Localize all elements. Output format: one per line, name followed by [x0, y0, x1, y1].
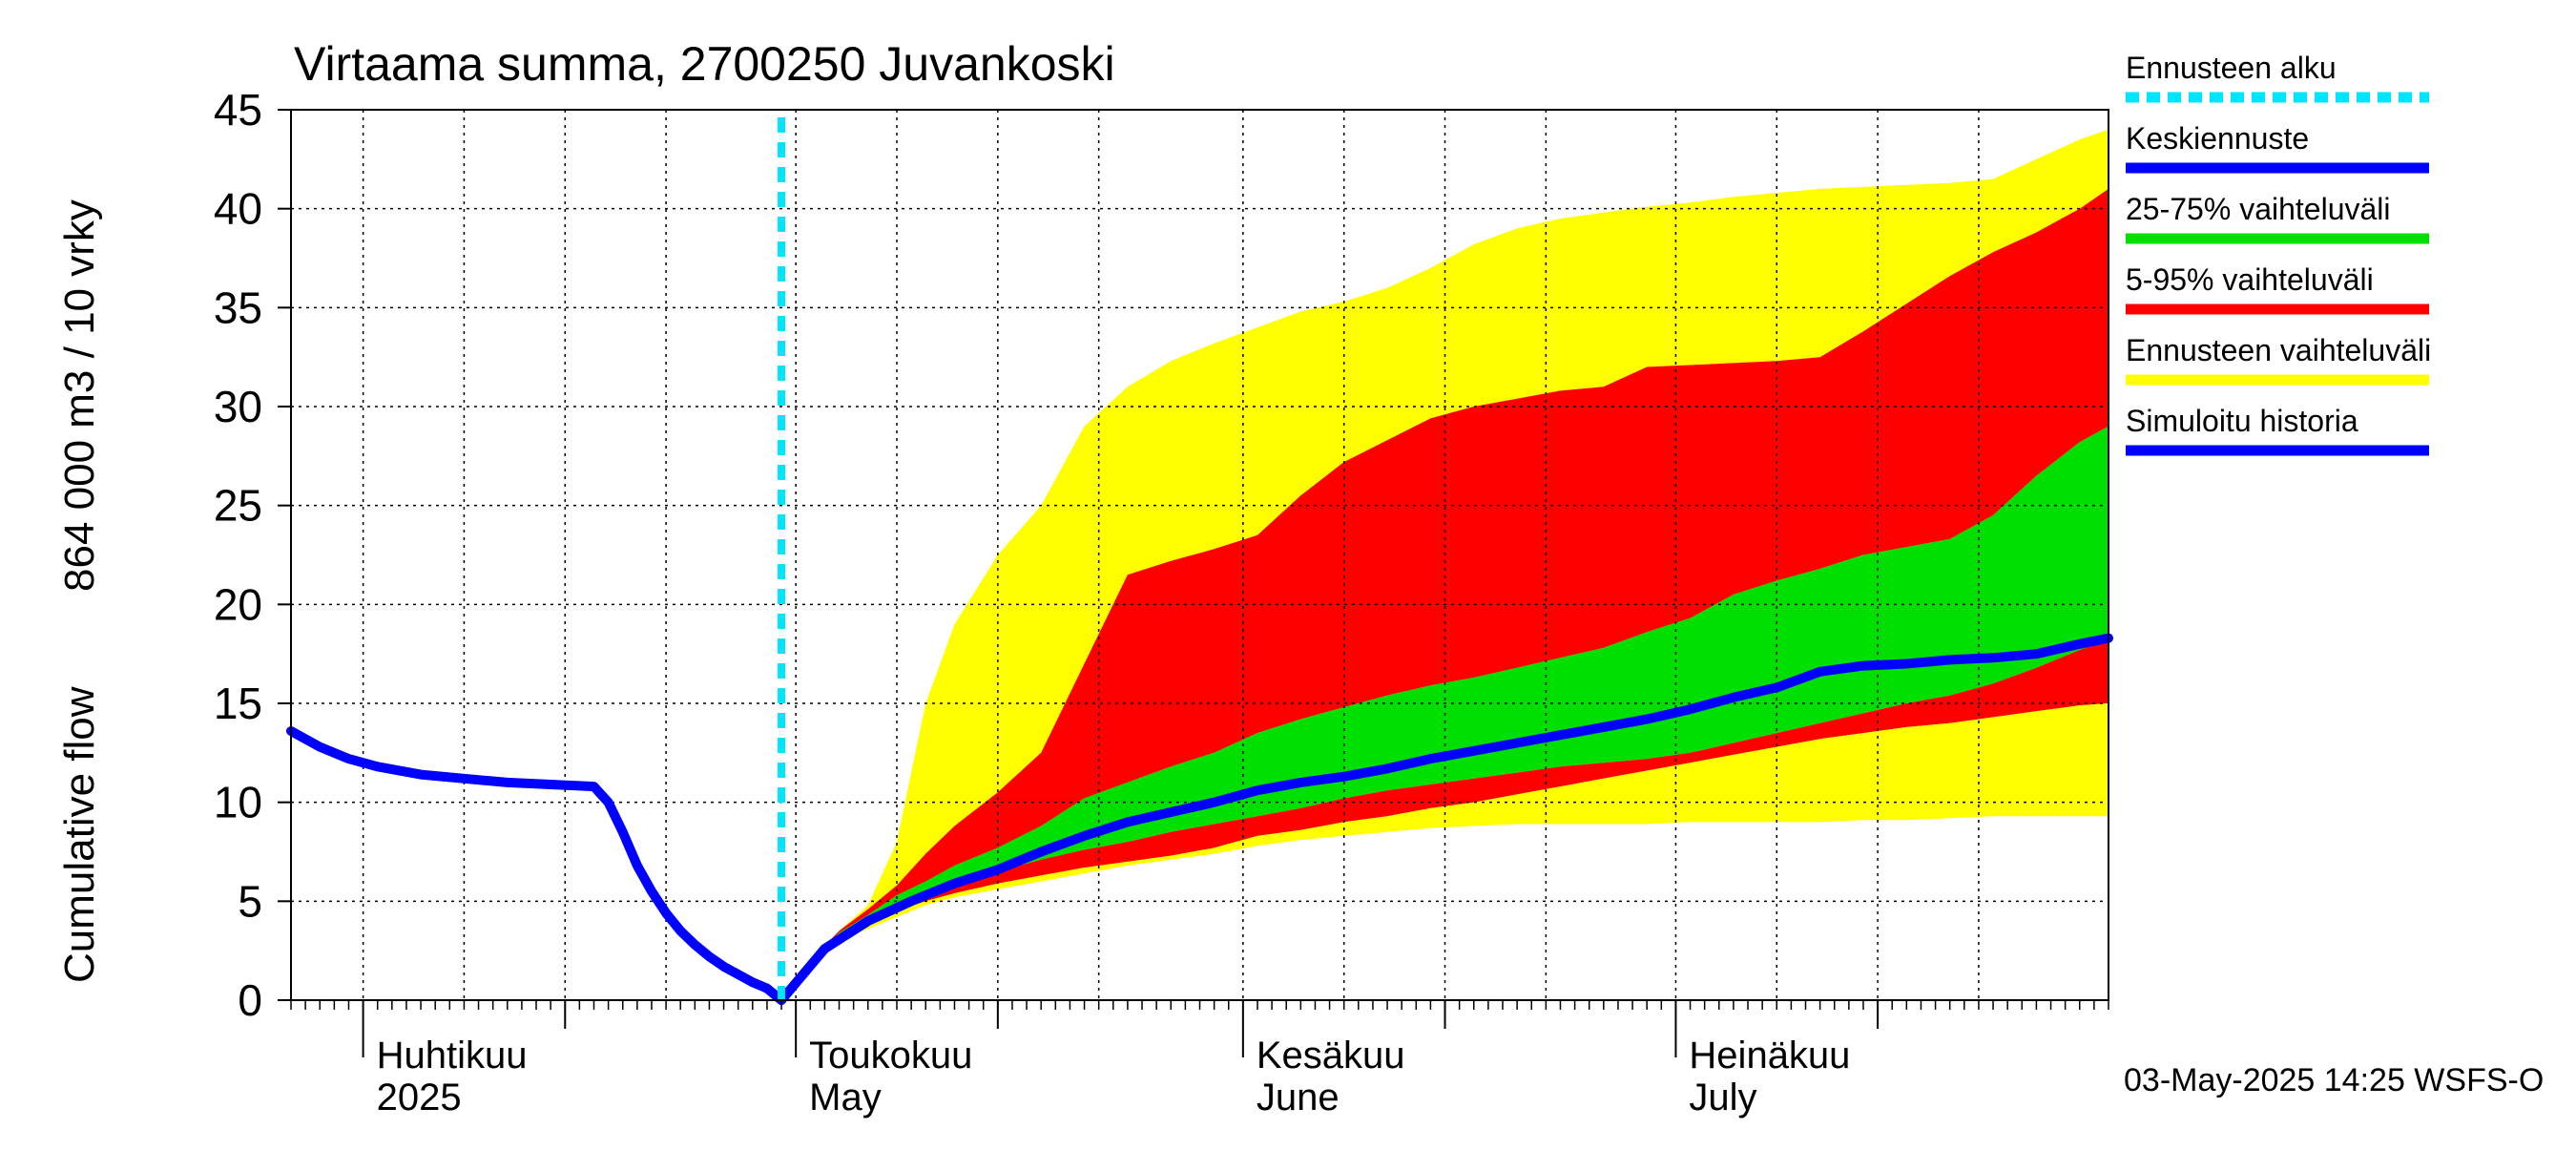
axes: 051015202530354045Huhtikuu2025ToukokuuMa… — [214, 85, 2109, 1119]
x-month-label: Kesäkuu — [1257, 1035, 1405, 1077]
y-tick-label: 40 — [214, 184, 262, 234]
chart-title: Virtaama summa, 2700250 Juvankoski — [294, 37, 1115, 91]
x-month-sublabel: May — [809, 1077, 882, 1119]
y-tick-label: 35 — [214, 282, 262, 332]
timestamp: 03-May-2025 14:25 WSFS-O — [2124, 1062, 2544, 1098]
legend-label: 25-75% vaihteluväli — [2126, 192, 2391, 226]
legend-label: 5-95% vaihteluväli — [2126, 262, 2374, 297]
band-green — [781, 426, 2109, 998]
y-tick-label: 5 — [238, 876, 262, 926]
y-tick-label: 15 — [214, 679, 262, 728]
y-tick-label: 25 — [214, 481, 262, 531]
y-tick-label: 30 — [214, 382, 262, 431]
band-yellow-lower — [781, 703, 2109, 998]
series-keskiennuste — [777, 633, 2113, 1005]
series-lines — [286, 633, 2113, 1005]
y-tick-label: 20 — [214, 579, 262, 629]
x-month-sublabel: 2025 — [377, 1077, 462, 1119]
legend-label: Simuloitu historia — [2126, 404, 2358, 438]
series-simuloitu-historia — [286, 726, 786, 1005]
legend-label: Keskiennuste — [2126, 121, 2309, 156]
legend-label: Ennusteen vaihteluväli — [2126, 333, 2431, 367]
y-tick-label: 10 — [214, 778, 262, 827]
legend: Ennusteen alku Keskiennuste 25-75% vaihtel… — [2126, 51, 2431, 456]
x-month-sublabel: July — [1689, 1077, 1756, 1119]
y-axis-label: Cumulative flow — [56, 686, 103, 983]
y-axis-unit: 864 000 m3 / 10 vrky — [56, 199, 103, 592]
x-month-label: Huhtikuu — [377, 1035, 528, 1077]
y-tick-label: 0 — [238, 975, 262, 1025]
x-month-sublabel: June — [1257, 1077, 1340, 1119]
x-month-label: Toukokuu — [809, 1035, 972, 1077]
x-month-label: Heinäkuu — [1689, 1035, 1850, 1077]
y-tick-label: 45 — [214, 85, 262, 135]
legend-label: Ennusteen alku — [2126, 51, 2337, 85]
